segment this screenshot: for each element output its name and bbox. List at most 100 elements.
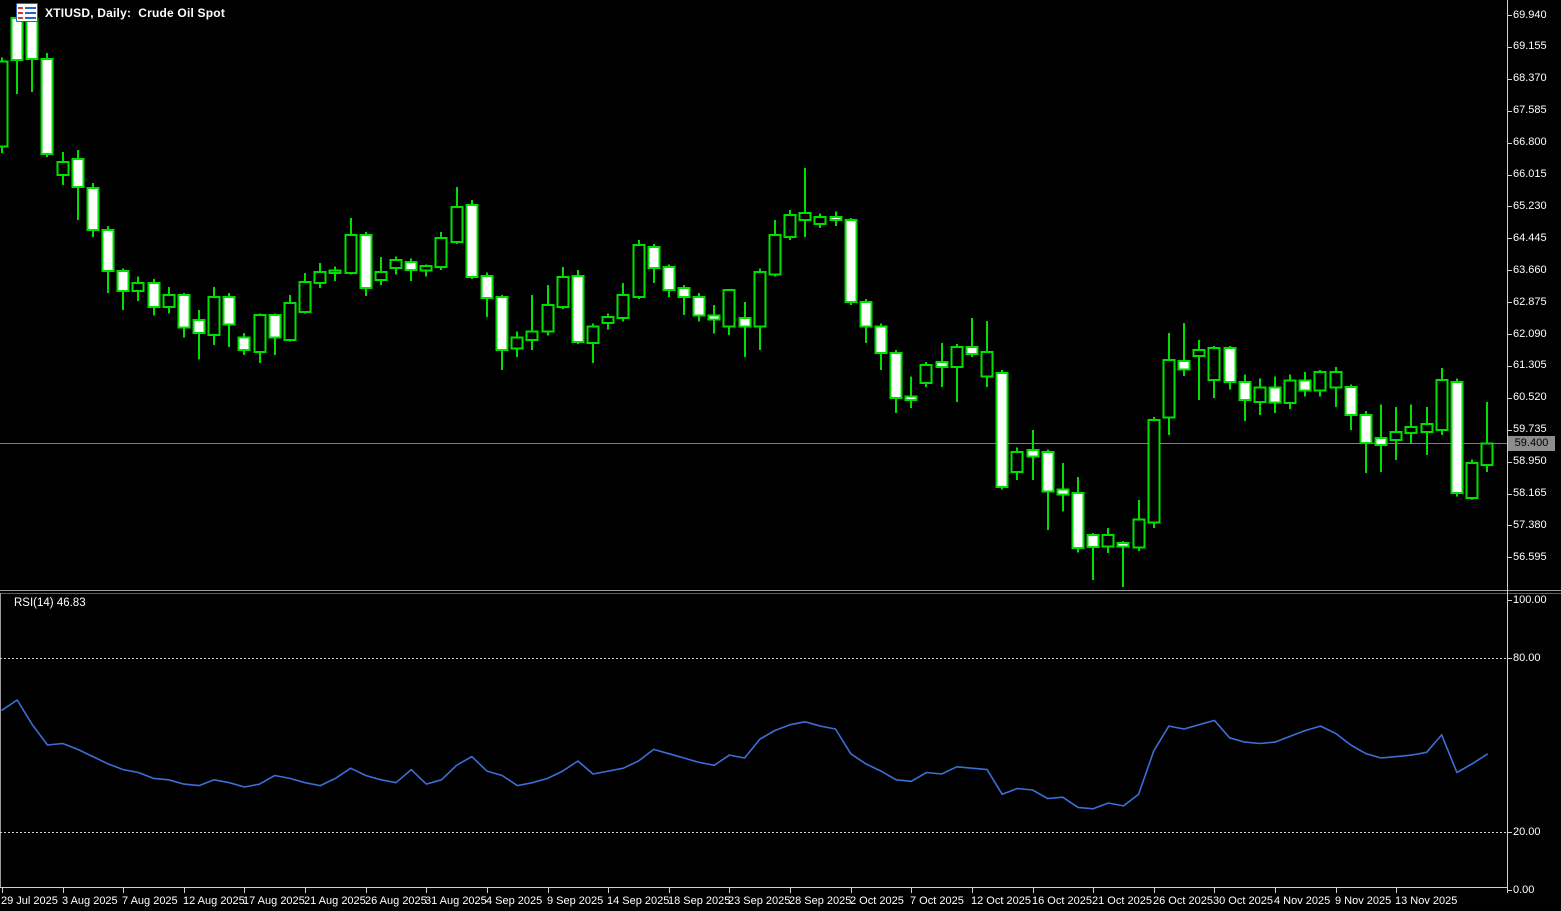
candle: [662, 264, 676, 297]
candle-body-bull: [1465, 461, 1479, 499]
candle: [1026, 429, 1040, 480]
candle-body-bull: [162, 294, 176, 309]
candle-body-bear: [25, 18, 39, 60]
candle-body-bull: [1389, 431, 1403, 442]
candle-body-bear: [1268, 386, 1282, 404]
candle: [904, 376, 918, 408]
candle: [101, 225, 115, 293]
candle: [207, 286, 221, 345]
candle: [632, 240, 646, 300]
candle: [1086, 532, 1100, 580]
candle-body-bull: [1404, 426, 1418, 434]
candle: [1010, 447, 1024, 480]
candle-body-bear: [662, 266, 676, 292]
candle-body-bear: [874, 325, 888, 355]
candle: [374, 256, 388, 285]
candle: [237, 332, 251, 355]
candle: [1404, 404, 1418, 443]
candle: [995, 370, 1009, 490]
candle: [313, 262, 327, 289]
candle-body-bear: [1359, 413, 1373, 444]
candle-body-bear: [1071, 491, 1085, 549]
candle: [950, 343, 964, 402]
candle: [1374, 404, 1388, 472]
candle-body-bear: [480, 274, 494, 299]
candle: [283, 295, 297, 342]
candle: [0, 57, 9, 153]
candle-body-bull: [313, 270, 327, 285]
candle: [328, 266, 342, 281]
candle-body-bull: [556, 276, 570, 308]
candle: [1359, 410, 1373, 473]
candle: [1465, 459, 1479, 500]
candle-body-bear: [1344, 385, 1358, 416]
candle-body-bear: [1116, 541, 1130, 548]
candle-body-bull: [374, 270, 388, 281]
candle-body-bull: [510, 336, 524, 350]
candle-body-bull: [131, 281, 145, 292]
candle: [1435, 367, 1449, 436]
candle: [889, 349, 903, 413]
candle-body-bull: [1435, 378, 1449, 431]
candle: [495, 295, 509, 370]
candle-body-bull: [722, 289, 736, 328]
candle-body-bear: [268, 313, 282, 339]
candle-body-bear: [101, 229, 115, 272]
candle-body-bull: [616, 294, 630, 320]
candle-body-bull: [1283, 379, 1297, 404]
candle: [131, 276, 145, 302]
candle-body-bull: [253, 313, 267, 353]
candle-body-bear: [1041, 450, 1055, 493]
candle: [571, 270, 585, 344]
candle-body-bull: [768, 233, 782, 276]
candle-body-bull: [450, 205, 464, 243]
candle-body-bull: [980, 350, 994, 378]
candle: [965, 318, 979, 357]
candle: [1116, 540, 1130, 587]
candle: [1298, 372, 1312, 397]
candle-body-bull: [1147, 418, 1161, 524]
candle: [298, 273, 312, 314]
candle: [1253, 378, 1267, 415]
candle-body-bear: [1086, 533, 1100, 548]
candle-body-bear: [692, 296, 706, 317]
candle-body-bull: [541, 303, 555, 333]
candle-body-bear: [222, 296, 236, 326]
candle-body-bear: [10, 16, 24, 62]
candle-body-bull: [298, 281, 312, 314]
candle-body-bear: [237, 336, 251, 351]
candle-body-bear: [177, 294, 191, 329]
candle: [919, 362, 933, 387]
candle: [1041, 449, 1055, 530]
candle: [1147, 416, 1161, 528]
candle: [1101, 527, 1115, 554]
candle: [692, 293, 706, 322]
candle: [147, 278, 161, 316]
candle: [783, 210, 797, 241]
candle-body-bear: [677, 287, 691, 299]
candle: [404, 258, 418, 281]
candle-body-bull: [0, 60, 9, 148]
candle-body-bear: [859, 300, 873, 328]
candle-body-bear: [40, 57, 54, 155]
candle: [192, 310, 206, 360]
candle: [829, 211, 843, 226]
candle-body-bull: [1010, 450, 1024, 473]
candle: [1344, 384, 1358, 430]
candle: [1071, 477, 1085, 553]
candle-body-bull: [1207, 347, 1221, 381]
candle: [844, 217, 858, 305]
candle: [586, 323, 600, 363]
candle: [1389, 406, 1403, 460]
candle-body-bear: [889, 352, 903, 399]
candle-body-bear: [1177, 359, 1191, 371]
candle: [1192, 340, 1206, 400]
candle: [1329, 366, 1343, 407]
candle: [647, 244, 661, 283]
candle: [480, 272, 494, 317]
candle-body-bull: [1162, 359, 1176, 419]
candle: [1207, 345, 1221, 398]
candle: [268, 313, 282, 355]
candle-body-bull: [419, 265, 433, 272]
